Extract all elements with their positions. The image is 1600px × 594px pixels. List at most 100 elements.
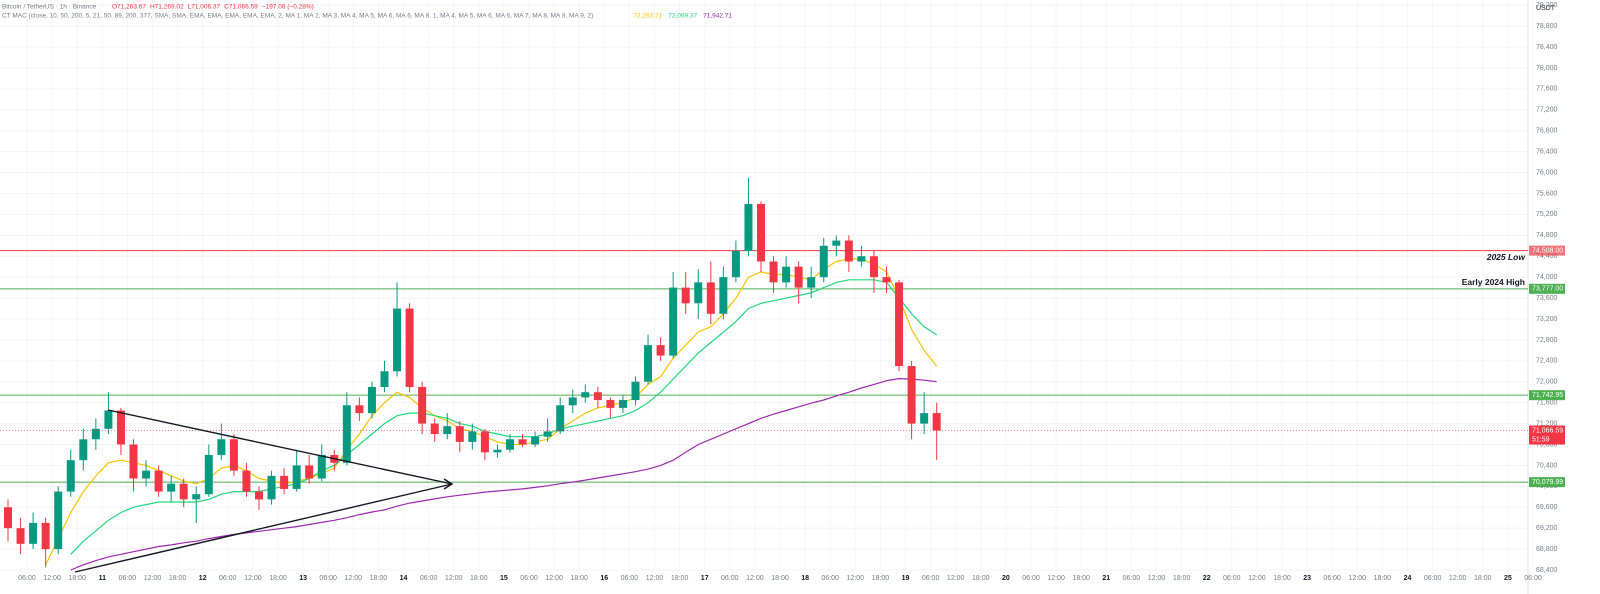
x-tick-label: 12:00: [1248, 575, 1266, 582]
candle-body: [857, 256, 866, 262]
x-tick-label: 12:00: [1148, 575, 1166, 582]
candle-body: [794, 266, 803, 288]
x-tick-label: 11: [99, 575, 107, 582]
candle-body: [731, 251, 740, 278]
candle-body: [91, 428, 100, 440]
ohlc-label: L71,006.37: [188, 4, 221, 11]
candle-body: [656, 345, 665, 356]
y-tick-label: 76,800: [1536, 128, 1558, 135]
candle-body: [518, 439, 527, 445]
candle-body: [16, 528, 25, 544]
x-tick-label: 06:00: [219, 575, 237, 582]
candle-body: [192, 494, 201, 500]
x-tick-label: 18:00: [169, 575, 187, 582]
candle-body: [757, 203, 765, 262]
x-tick-label: 23: [1303, 575, 1311, 582]
x-tick-label: 12:00: [144, 575, 162, 582]
candle-body: [932, 413, 941, 431]
candle-body: [179, 483, 188, 500]
candle-body: [167, 483, 176, 492]
candle-body: [242, 470, 251, 492]
last-price-label: 71,066.59: [1532, 427, 1563, 434]
indicator-value: 71,942.71: [703, 13, 732, 20]
level-label: 71,742.95: [1532, 392, 1563, 399]
trend-line: [107, 409, 453, 485]
x-tick-label: 14: [400, 575, 408, 582]
x-tick-label: 21: [1102, 575, 1110, 582]
x-tick-label: 06:00: [1123, 575, 1141, 582]
candle-body: [305, 465, 314, 479]
candle-body: [255, 491, 263, 500]
y-tick-label: 72,800: [1536, 337, 1558, 344]
countdown-label: 51:59: [1532, 436, 1550, 443]
y-tick-label: 78,400: [1536, 44, 1558, 51]
y-tick-label: 75,200: [1536, 211, 1558, 218]
candle-body: [581, 392, 590, 398]
x-tick-label: 06:00: [1424, 575, 1442, 582]
candle-body: [116, 410, 125, 445]
x-tick-label: 12:00: [947, 575, 965, 582]
candle-body: [782, 266, 791, 283]
y-tick-label: 74,000: [1536, 274, 1558, 281]
y-tick-label: 75,600: [1536, 190, 1558, 197]
x-tick-label: 19: [902, 575, 910, 582]
x-tick-label: 18:00: [671, 575, 689, 582]
candle-body: [644, 345, 653, 382]
x-tick-label: 06:00: [721, 575, 739, 582]
candle-body: [506, 439, 514, 450]
x-tick-label: 06:00: [119, 575, 137, 582]
x-tick-label: 06:00: [621, 575, 639, 582]
x-tick-label: 12:00: [646, 575, 664, 582]
y-tick-label: 68,800: [1536, 546, 1558, 553]
candle-body: [367, 386, 376, 414]
x-tick-label: 16: [600, 575, 608, 582]
ohlc-label: H71,269.02: [150, 4, 184, 11]
y-tick-label: 78,800: [1536, 23, 1558, 30]
x-tick-label: 12:00: [1349, 575, 1367, 582]
candle-body: [142, 470, 151, 479]
x-tick-label: 18:00: [1273, 575, 1291, 582]
x-tick-label: 18:00: [269, 575, 287, 582]
candle-body: [556, 405, 565, 432]
x-tick-label: 12:00: [244, 575, 262, 582]
x-tick-label: 12: [199, 575, 207, 582]
x-tick-label: 06:00: [319, 575, 337, 582]
candle-body: [355, 405, 364, 414]
x-tick-label: 06:00: [18, 575, 36, 582]
candle-body: [418, 386, 427, 424]
candle-body: [531, 436, 540, 445]
symbol-title: Bitcoin / TetherUS · 1h · Binance: [2, 4, 97, 11]
y-tick-label: 74,800: [1536, 232, 1558, 239]
candle-body: [393, 308, 402, 372]
x-tick-label: 06:00: [420, 575, 438, 582]
y-tick-label: 74,400: [1536, 253, 1558, 260]
indicator-value: 72,263.71: [633, 13, 662, 20]
candle-body: [706, 282, 715, 314]
x-tick-label: 06:00: [1022, 575, 1040, 582]
candle-body: [669, 287, 678, 356]
y-tick-label: 78,000: [1536, 65, 1558, 72]
candle-body: [480, 431, 489, 453]
candle-body: [443, 426, 452, 435]
x-tick-label: 13: [299, 575, 307, 582]
candle-body: [468, 431, 477, 442]
level-label-box: [1529, 245, 1565, 256]
x-tick-label: 18:00: [470, 575, 488, 582]
x-tick-label: 24: [1404, 575, 1412, 582]
x-tick-label: 06:00: [922, 575, 940, 582]
candle-body: [455, 426, 464, 442]
candle-body: [267, 475, 276, 500]
candle-body: [342, 405, 351, 463]
x-tick-label: 18: [801, 575, 809, 582]
x-tick-label: 18:00: [1072, 575, 1090, 582]
candle-body: [920, 413, 929, 424]
candle-body: [543, 431, 552, 437]
candle-body: [493, 449, 502, 453]
candle-body: [4, 507, 12, 529]
y-tick-label: 70,400: [1536, 462, 1558, 469]
indicator-text: CT MAC (close, 10, 50, 200, 5, 21, 50, 8…: [2, 13, 593, 20]
candle-body: [217, 439, 226, 455]
x-tick-label: 06:00: [1524, 575, 1542, 582]
x-tick-label: 06:00: [821, 575, 839, 582]
